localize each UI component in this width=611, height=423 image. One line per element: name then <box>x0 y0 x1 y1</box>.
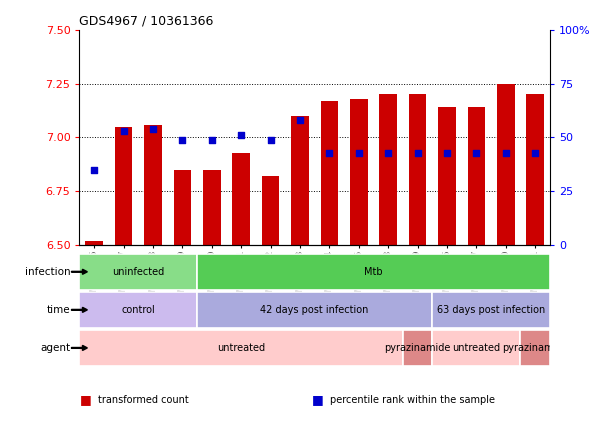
Bar <box>403 330 433 366</box>
Text: GDS4967 / 10361366: GDS4967 / 10361366 <box>79 14 214 27</box>
Point <box>501 149 511 156</box>
Bar <box>79 254 197 290</box>
Bar <box>409 94 426 245</box>
Point <box>89 166 99 173</box>
Text: percentile rank within the sample: percentile rank within the sample <box>330 395 495 405</box>
Point <box>207 136 217 143</box>
Point <box>119 128 128 135</box>
Text: transformed count: transformed count <box>98 395 189 405</box>
Point <box>472 149 481 156</box>
Bar <box>438 107 456 245</box>
Point <box>442 149 452 156</box>
Text: 42 days post infection: 42 days post infection <box>260 305 369 315</box>
Bar <box>433 330 521 366</box>
Bar <box>433 292 550 328</box>
Text: pyrazinamide: pyrazinamide <box>502 343 568 353</box>
Point <box>530 149 540 156</box>
Bar <box>79 292 197 328</box>
Bar <box>232 153 250 245</box>
Text: uninfected: uninfected <box>112 267 164 277</box>
Text: control: control <box>122 305 155 315</box>
Point <box>148 126 158 132</box>
Point <box>383 149 393 156</box>
Text: ■: ■ <box>312 393 323 406</box>
Bar <box>174 170 191 245</box>
Point <box>412 149 422 156</box>
Bar <box>379 94 397 245</box>
Bar <box>321 101 338 245</box>
Point <box>177 136 187 143</box>
Text: untreated: untreated <box>452 343 500 353</box>
Bar <box>115 127 133 245</box>
Point <box>295 117 305 124</box>
Text: 63 days post infection: 63 days post infection <box>437 305 545 315</box>
Bar <box>197 292 433 328</box>
Bar <box>521 330 550 366</box>
Point <box>354 149 364 156</box>
Bar <box>526 94 544 245</box>
Bar <box>467 107 485 245</box>
Text: agent: agent <box>40 343 70 353</box>
Bar <box>197 254 550 290</box>
Text: pyrazinamide: pyrazinamide <box>384 343 451 353</box>
Text: time: time <box>46 305 70 315</box>
Text: infection: infection <box>24 267 70 277</box>
Text: Mtb: Mtb <box>364 267 382 277</box>
Text: untreated: untreated <box>217 343 265 353</box>
Bar <box>203 170 221 245</box>
Bar <box>144 124 162 245</box>
Bar <box>291 116 309 245</box>
Text: ■: ■ <box>79 393 91 406</box>
Bar <box>497 83 514 245</box>
Bar <box>350 99 368 245</box>
Point <box>236 132 246 139</box>
Bar <box>262 176 279 245</box>
Point <box>266 136 276 143</box>
Bar <box>79 330 403 366</box>
Point <box>324 149 334 156</box>
Bar <box>86 241 103 245</box>
